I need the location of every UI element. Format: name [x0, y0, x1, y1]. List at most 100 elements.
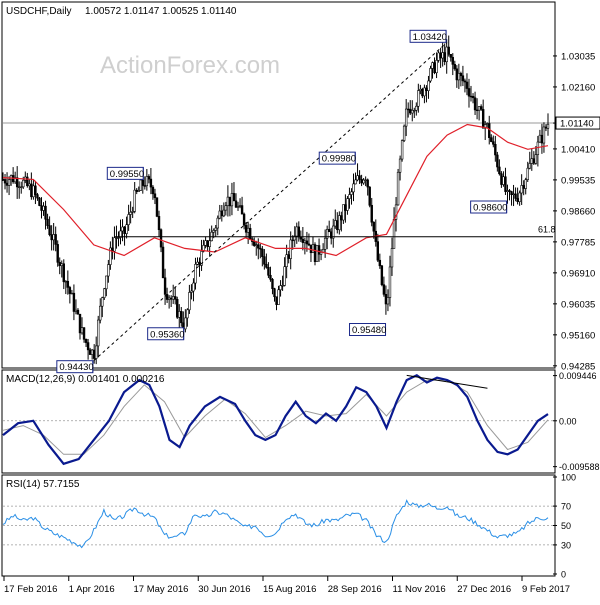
- rsi-tick-label: 0: [561, 570, 566, 580]
- x-tick-label: 1 Apr 2016: [69, 584, 115, 595]
- candle-body: [62, 263, 65, 283]
- candle-body: [457, 73, 461, 81]
- candle-body: [151, 186, 155, 195]
- candle-body: [220, 210, 224, 217]
- candle-body: [74, 309, 78, 312]
- candle-body: [141, 179, 144, 186]
- candle-body: [263, 256, 266, 265]
- candle-body: [99, 305, 102, 321]
- price-tick-label: 1.02160: [561, 82, 595, 93]
- macd-tick-label: 0.009446: [559, 371, 597, 381]
- macd-tick-label: 0.00: [559, 416, 577, 426]
- candle-body: [415, 105, 418, 111]
- candle-body: [421, 88, 424, 97]
- candle-body: [323, 237, 327, 250]
- candle-body: [350, 191, 353, 195]
- candle-body: [149, 178, 153, 188]
- candle-body: [52, 234, 55, 241]
- price-tick-label: 0.94285: [561, 361, 595, 372]
- candle-body: [26, 176, 29, 187]
- candle-body: [498, 166, 501, 175]
- price-label-text: 0.95480: [352, 325, 386, 336]
- candle-body: [473, 97, 477, 111]
- candle-body: [48, 225, 51, 235]
- candle-body: [441, 52, 444, 59]
- candle-body: [530, 158, 533, 164]
- candle-body: [283, 266, 286, 286]
- candle-body: [133, 189, 136, 212]
- price-panel-frame: [1, 1, 556, 369]
- candle-body: [510, 191, 513, 196]
- candle-body: [214, 227, 217, 231]
- candle-body: [56, 244, 59, 263]
- rsi-axis: 100 70 50 30 0: [553, 473, 576, 580]
- candle-body: [97, 319, 100, 347]
- candle-body: [398, 158, 402, 173]
- candle-body: [334, 220, 337, 227]
- candle-body: [121, 226, 124, 232]
- candle-body: [461, 75, 465, 82]
- candle-body: [348, 194, 351, 199]
- candle-body: [131, 211, 134, 213]
- candle-body: [115, 237, 118, 239]
- candle-body: [90, 349, 94, 355]
- candle-body: [520, 185, 523, 194]
- candle-body: [376, 241, 380, 261]
- candle-body: [303, 240, 307, 243]
- candle-body: [273, 288, 276, 298]
- rsi-tick-label: 50: [561, 521, 571, 531]
- candle-body: [7, 179, 11, 186]
- candle-body: [411, 110, 414, 114]
- candle-body: [500, 173, 503, 185]
- candle-body: [358, 175, 361, 180]
- candle-body: [105, 275, 108, 290]
- candle-body: [384, 294, 388, 305]
- candle-body: [325, 229, 329, 239]
- candle-body: [433, 62, 436, 74]
- candle-body: [202, 245, 205, 252]
- candle-body: [496, 154, 499, 168]
- candle-body: [346, 198, 349, 211]
- price-label-text: 0.98600: [473, 203, 507, 214]
- rsi-lines: [2, 499, 549, 549]
- candle-body: [28, 183, 31, 187]
- candle-body: [174, 296, 177, 300]
- price-labels: 0.99550 0.94430 0.95360 0.99980 0.95480 1.034…: [56, 29, 507, 374]
- candle-body: [113, 237, 116, 252]
- candle-body: [465, 81, 469, 89]
- candle-body: [427, 80, 430, 91]
- candle-body: [481, 109, 485, 129]
- current-price-label: 1.01140: [560, 119, 594, 130]
- fib-level-label: 61.8: [538, 225, 556, 235]
- candle-body: [516, 198, 519, 202]
- price-tick-label: 0.95160: [561, 330, 595, 341]
- candle-body: [253, 241, 256, 246]
- candle-body: [70, 292, 74, 295]
- price-tick-label: 0.98660: [561, 206, 595, 217]
- candle-body: [40, 205, 43, 211]
- candle-body: [524, 179, 527, 189]
- candle-body: [5, 182, 9, 186]
- candle-body: [265, 263, 268, 268]
- candle-body: [129, 211, 132, 215]
- macd-lines: [2, 374, 549, 466]
- candle-body: [546, 123, 550, 129]
- candle-body: [447, 46, 450, 55]
- rsi-line: [2, 499, 549, 549]
- candle-body: [382, 284, 386, 295]
- candle-body: [356, 175, 359, 181]
- trendline: [93, 41, 448, 362]
- candle-body: [281, 285, 284, 287]
- candle-body: [342, 204, 345, 221]
- candle-body: [159, 229, 163, 248]
- candle-body: [488, 123, 491, 138]
- candle-body: [313, 244, 317, 262]
- candle-body: [84, 339, 88, 343]
- candle-body: [352, 183, 355, 193]
- rsi-tick-label: 70: [561, 502, 571, 512]
- candle-body: [542, 126, 546, 144]
- candle-body: [34, 185, 37, 195]
- candle-body: [244, 225, 248, 233]
